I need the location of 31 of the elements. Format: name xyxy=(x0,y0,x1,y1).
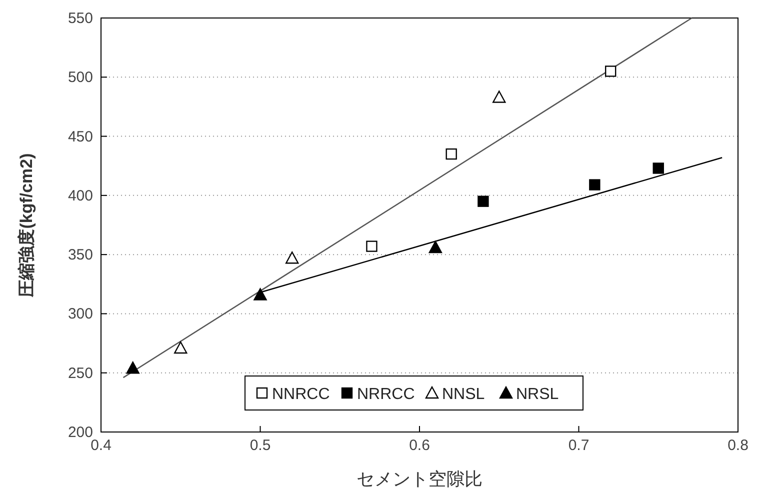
legend-label: NNRCC xyxy=(272,386,330,403)
y-tick-label: 350 xyxy=(68,246,93,264)
y-tick-label: 250 xyxy=(68,364,93,382)
point xyxy=(428,240,442,254)
y-tick-label: 450 xyxy=(68,128,93,146)
point xyxy=(605,66,616,77)
x-tick-label: 0.8 xyxy=(728,437,748,454)
point xyxy=(652,162,664,174)
point xyxy=(492,90,506,103)
x-tick-label: 0.7 xyxy=(568,437,590,454)
point xyxy=(446,148,457,160)
x-tick-label: 0.6 xyxy=(409,437,430,454)
legend-label: NRSL xyxy=(516,386,559,403)
y-axis-title: 圧縮強度(kgf/cm2) xyxy=(17,153,36,298)
x-axis-title: セメント空隙比 xyxy=(356,469,482,489)
point xyxy=(126,362,140,374)
point xyxy=(478,196,489,207)
point xyxy=(254,288,267,300)
y-tick-label: 300 xyxy=(68,306,93,323)
y-tick-label: 500 xyxy=(68,69,93,86)
point xyxy=(286,252,299,264)
y-tick-label: 400 xyxy=(68,187,93,204)
x-tick-label: 0.5 xyxy=(250,437,271,454)
point xyxy=(366,240,378,252)
x-tick-label: 0.4 xyxy=(90,437,112,454)
point xyxy=(174,341,188,354)
legend-label: NNSL xyxy=(442,386,485,403)
legend-label: NRRCC xyxy=(357,386,415,403)
point xyxy=(589,179,600,190)
y-tick-label: 200 xyxy=(68,424,93,441)
y-tick-label: 550 xyxy=(68,10,93,27)
